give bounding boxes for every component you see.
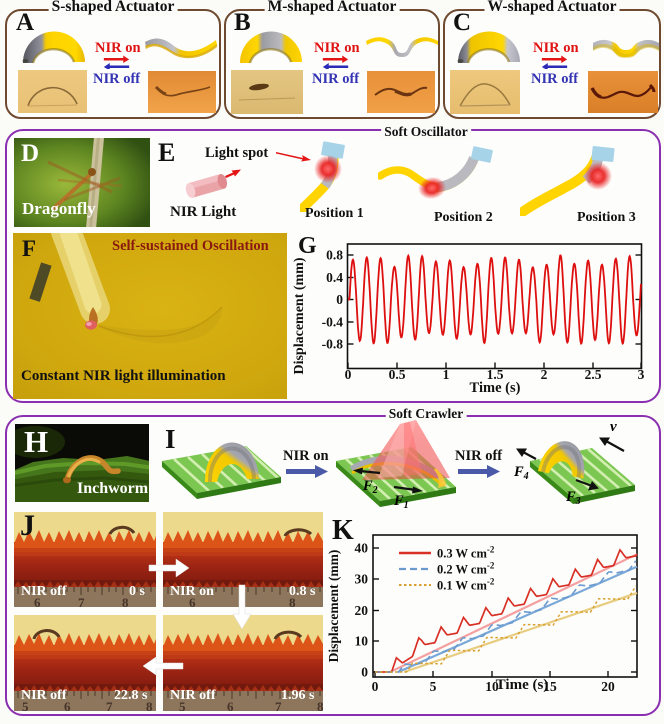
svg-text:10: 10 [485, 679, 499, 694]
svg-text:0.4: 0.4 [326, 270, 343, 285]
svg-text:0.8: 0.8 [326, 248, 343, 263]
svg-text:6: 6 [189, 595, 196, 607]
svg-text:Displacement (mm): Displacement (mm) [292, 257, 307, 374]
svg-text:6: 6 [34, 595, 41, 607]
svg-text:0.3 W cm-2: 0.3 W cm-2 [437, 545, 495, 561]
svg-text:1: 1 [443, 367, 450, 382]
svg-text:2.5: 2.5 [585, 367, 602, 382]
svg-text:Time (s): Time (s) [496, 677, 549, 693]
svg-text:1.5: 1.5 [487, 367, 504, 382]
svg-text:6: 6 [227, 699, 234, 711]
svg-text:20: 20 [355, 603, 369, 618]
svg-text:-0.4: -0.4 [322, 315, 344, 330]
svg-text:40: 40 [355, 541, 369, 556]
svg-text:5: 5 [179, 699, 186, 711]
svg-text:10: 10 [355, 634, 369, 649]
svg-text:20: 20 [601, 679, 615, 694]
svg-text:6: 6 [64, 699, 71, 711]
svg-text:Time (s): Time (s) [470, 380, 521, 396]
svg-text:5: 5 [430, 679, 437, 694]
svg-text:2: 2 [541, 367, 548, 382]
svg-text:8: 8 [289, 595, 296, 607]
svg-text:3: 3 [638, 367, 645, 382]
svg-text:8: 8 [317, 699, 323, 711]
svg-text:0: 0 [361, 665, 368, 680]
svg-text:0.2 W cm-2: 0.2 W cm-2 [437, 561, 495, 577]
svg-text:8: 8 [122, 595, 129, 607]
svg-text:7: 7 [78, 595, 85, 607]
svg-text:7: 7 [106, 699, 113, 711]
svg-text:0: 0 [372, 679, 379, 694]
svg-text:15: 15 [543, 679, 557, 694]
svg-text:0.5: 0.5 [389, 367, 406, 382]
svg-text:0: 0 [336, 292, 343, 307]
svg-text:Displacement (mm): Displacement (mm) [326, 550, 341, 663]
svg-text:-0.8: -0.8 [322, 337, 344, 352]
svg-text:0: 0 [345, 367, 352, 382]
svg-text:8: 8 [146, 699, 153, 711]
svg-text:5: 5 [22, 699, 29, 711]
svg-text:30: 30 [355, 572, 369, 587]
svg-text:7: 7 [275, 699, 282, 711]
svg-text:0.1 W cm-2: 0.1 W cm-2 [437, 577, 495, 593]
svg-text:v: v [610, 419, 617, 435]
